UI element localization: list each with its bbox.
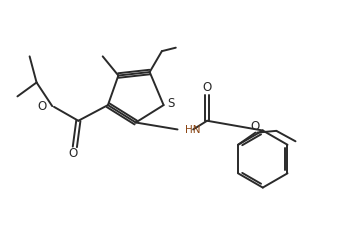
Text: O: O [68, 147, 78, 160]
Text: HN: HN [185, 125, 201, 135]
Text: O: O [202, 81, 212, 94]
Text: O: O [251, 120, 260, 133]
Text: S: S [167, 97, 174, 110]
Text: O: O [37, 100, 46, 113]
